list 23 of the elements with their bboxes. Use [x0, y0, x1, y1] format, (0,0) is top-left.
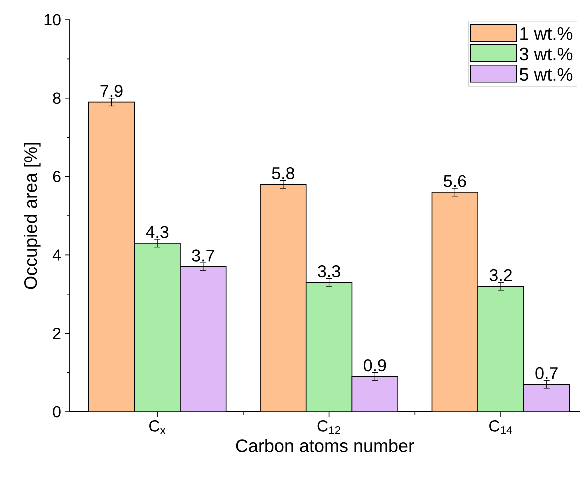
y-tick-label: 10	[44, 14, 61, 26]
y-tick-label: 0	[53, 406, 61, 418]
x-tick-label: C$_{14}$	[490, 420, 512, 434]
y-tick-label: 8	[53, 92, 61, 104]
data-label: 5.6	[444, 175, 466, 188]
data-label: 0.7	[536, 367, 558, 380]
x-tick-label: C$_{x}$	[150, 420, 166, 434]
y-tick-label: 4	[52, 250, 61, 261]
data-label: 5.8	[272, 167, 295, 180]
legend-label: 5 wt.%	[520, 68, 573, 82]
data-label: 4.3	[146, 226, 169, 238]
x-axis-title: Carbon atoms number	[236, 439, 414, 452]
x-tick-label: C$_{12}$	[318, 420, 340, 434]
legend-label: 3 wt.%	[520, 48, 573, 61]
data-label: 3.3	[318, 265, 340, 278]
y-axis-title: Occupied area [%]	[24, 143, 41, 290]
data-label: 0.9	[364, 360, 386, 372]
data-label: 3.2	[490, 269, 512, 282]
y-tick-label: 6	[53, 171, 61, 182]
data-label: 3.7	[192, 250, 214, 262]
y-tick-label: 2	[53, 328, 61, 340]
data-label: 7.9	[100, 85, 123, 98]
legend-label: 1 wt.%	[520, 28, 573, 40]
